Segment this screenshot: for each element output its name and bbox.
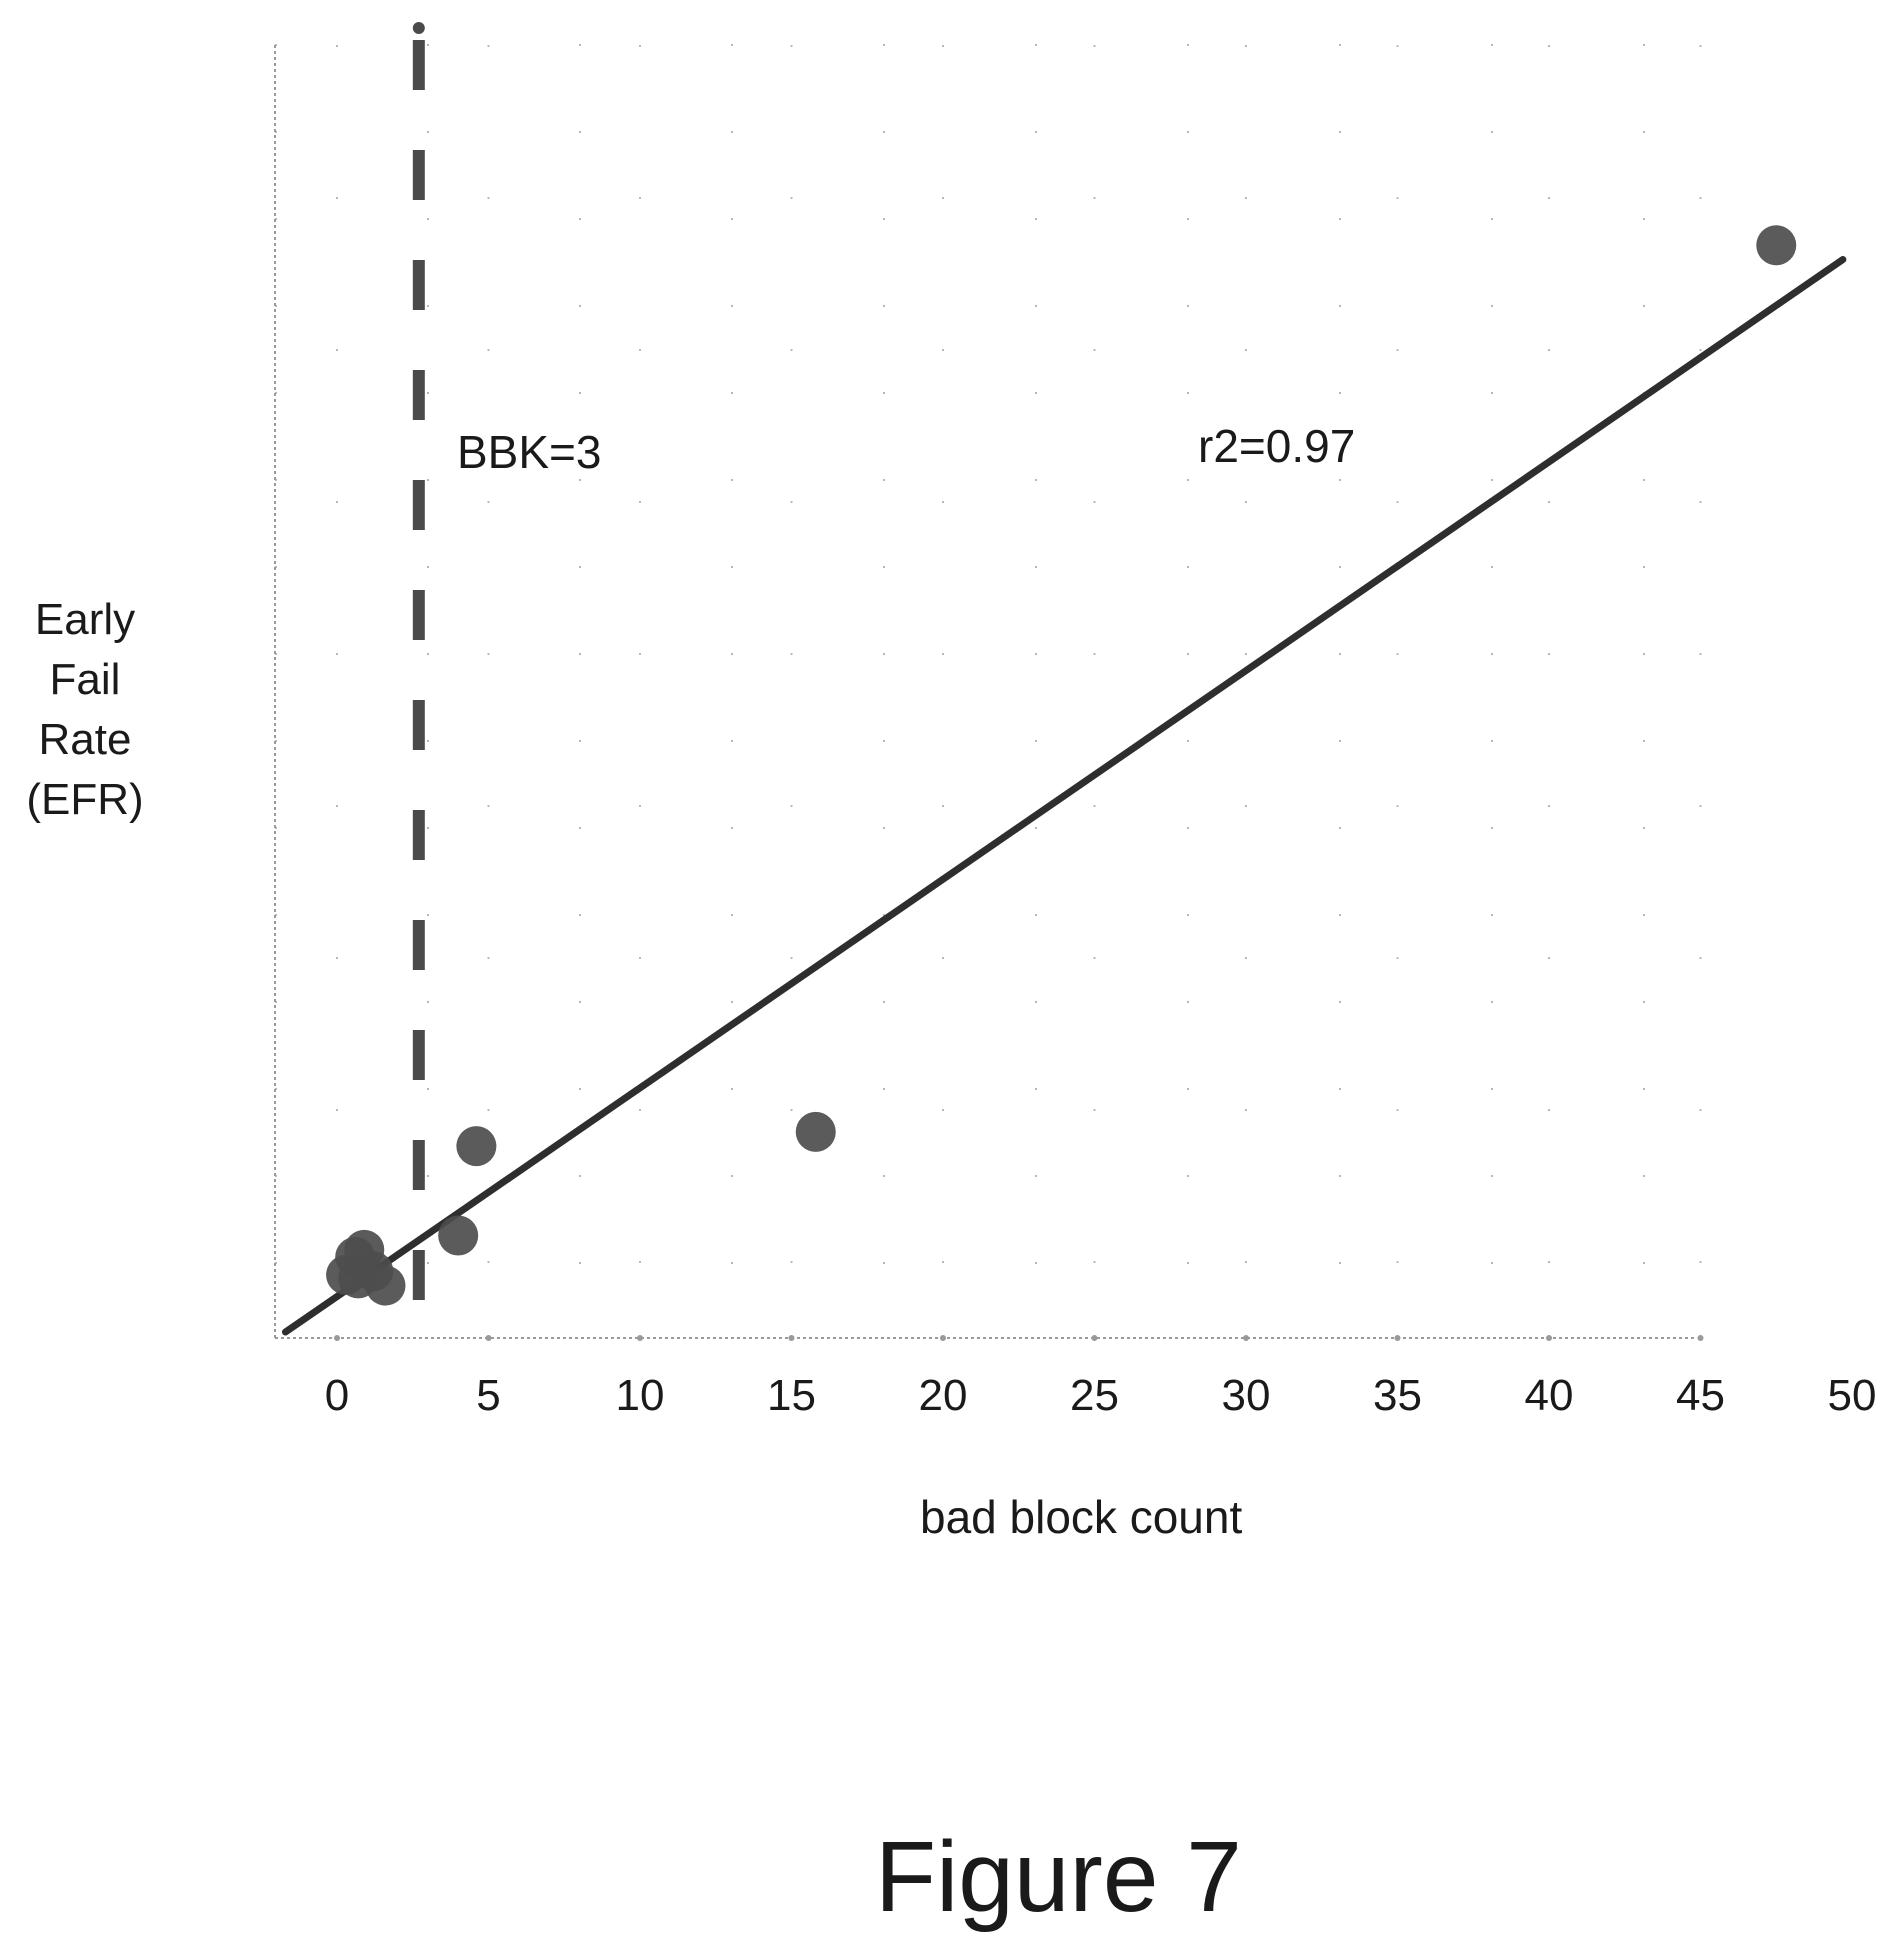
x-tick-labels: 0 5 10 15 20 25 30 35 40 45 50: [325, 1371, 1877, 1420]
data-points: [326, 225, 1797, 1306]
x-tick-label: 30: [1222, 1371, 1271, 1420]
x-tick-mark: [485, 1335, 492, 1341]
x-tick-mark: [1394, 1335, 1401, 1341]
x-tick-label: 40: [1525, 1371, 1574, 1420]
data-point: [1756, 225, 1797, 266]
x-tick-label: 0: [325, 1371, 349, 1420]
x-tick-label: 35: [1373, 1371, 1422, 1420]
fit-line: [281, 256, 1847, 1336]
y-label-line-3: Rate: [38, 715, 132, 764]
x-tick-mark: [1697, 1335, 1704, 1341]
x-tick-label: 10: [616, 1371, 665, 1420]
threshold-line-group: [412, 22, 425, 1345]
annotations: BBK=3 r2=0.97: [457, 420, 1355, 478]
data-point: [365, 1265, 406, 1306]
x-tick-mark: [334, 1335, 340, 1341]
x-tick-label: 20: [919, 1371, 968, 1420]
y-axis-label: Early Fail Rate (EFR): [0, 590, 170, 830]
data-point: [795, 1111, 836, 1152]
x-tick-label: 15: [767, 1371, 816, 1420]
figure-label: Figure 7: [875, 1821, 1242, 1933]
axes: [274, 45, 1704, 1341]
threshold-label: BBK=3: [457, 426, 602, 478]
y-label-line-4: (EFR): [26, 775, 144, 824]
y-label-line-2: Fail: [49, 655, 121, 704]
x-tick-mark: [637, 1335, 643, 1341]
y-label-line-1: Early: [34, 595, 136, 644]
x-tick-mark: [1546, 1335, 1552, 1341]
x-tick-mark: [788, 1335, 795, 1341]
x-tick-label: 25: [1070, 1371, 1119, 1420]
x-tick-label: 50: [1828, 1371, 1877, 1420]
x-tick-label: 5: [476, 1371, 500, 1420]
x-tick-mark: [1091, 1335, 1098, 1341]
data-point: [456, 1126, 497, 1167]
r2-annotation: r2=0.97: [1198, 420, 1355, 472]
fit-line-group: [281, 256, 1847, 1336]
x-tick-label: 45: [1676, 1371, 1725, 1420]
x-tick-mark: [940, 1335, 946, 1341]
x-tick-mark: [1243, 1335, 1249, 1341]
threshold-line-cap: [412, 22, 425, 34]
x-axis-label: bad block count: [920, 1491, 1243, 1543]
data-point: [438, 1215, 479, 1256]
